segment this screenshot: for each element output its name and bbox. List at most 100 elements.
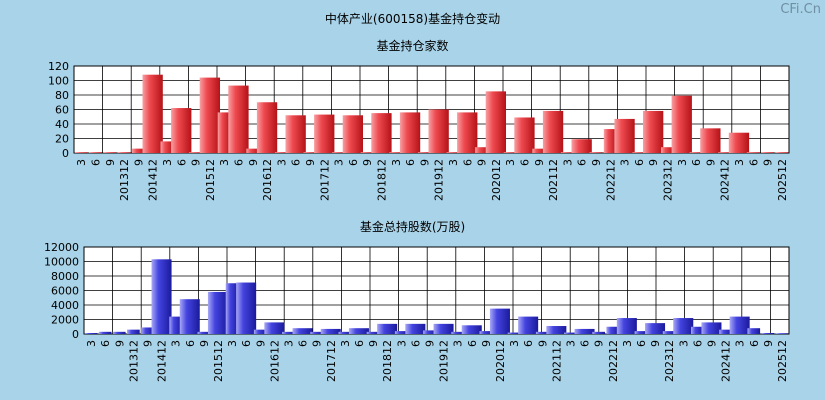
total-shares-y-tick-label: 10000 <box>44 256 79 269</box>
fund-count-bar <box>199 77 221 153</box>
fund-count-x-tick-label: 9 <box>590 159 603 166</box>
total-shares-x-tick-label: 3 <box>564 340 577 347</box>
total-shares-bar <box>719 329 732 334</box>
total-shares-x-tick-label: 201812 <box>381 340 394 382</box>
fund-count-y-tick-label: 40 <box>55 118 69 131</box>
total-shares-bar <box>394 331 408 334</box>
total-shares-x-tick-label: 3 <box>452 340 465 347</box>
fund-count-y-tick-label: 100 <box>48 75 69 88</box>
total-shares-bar <box>729 316 750 334</box>
fund-count-x-tick-label: 201912 <box>433 159 446 201</box>
total-shares-bar <box>535 331 549 334</box>
total-shares-bar <box>141 327 154 334</box>
total-shares-bar <box>169 316 182 334</box>
fund-count-bar <box>360 152 374 153</box>
fund-count-x-tick-label: 6 <box>690 159 703 166</box>
fund-count-bar <box>761 152 774 153</box>
total-shares-x-tick-label: 9 <box>254 340 267 347</box>
fund-count-y-tick-label: 20 <box>55 133 69 146</box>
fund-count-bar <box>303 152 317 153</box>
fund-count-x-tick-label: 202112 <box>547 159 560 201</box>
total-shares-bar <box>405 323 426 334</box>
total-shares-x-tick-label: 201912 <box>438 340 451 382</box>
fund-count-bar <box>532 148 546 153</box>
fund-count-bar <box>89 152 102 153</box>
fund-count-x-tick-label: 9 <box>132 159 145 166</box>
total-shares-x-tick-label: 9 <box>649 340 662 347</box>
fund-count-x-tick-label: 9 <box>361 159 374 166</box>
total-shares-y-tick-label: 4000 <box>51 299 79 312</box>
fund-count-x-tick-label: 201312 <box>118 159 131 201</box>
total-shares-x-tick-label: 202212 <box>607 340 620 382</box>
total-shares-x-tick-label: 6 <box>409 340 422 347</box>
fund-count-bar <box>542 110 564 153</box>
fund-count-x-tick-label: 6 <box>404 159 417 166</box>
total-shares-x-tick-label: 3 <box>508 340 521 347</box>
fund-count-x-tick-label: 9 <box>190 159 203 166</box>
fund-count-x-tick-label: 3 <box>504 159 517 166</box>
fund-count-x-tick-label: 201412 <box>147 159 160 201</box>
fund-count-bar <box>285 115 306 153</box>
total-shares-x-tick-label: 201312 <box>127 340 140 382</box>
total-shares-x-tick-label: 6 <box>353 340 366 347</box>
total-shares-bar <box>225 283 239 334</box>
total-shares-x-tick-label: 202312 <box>663 340 676 382</box>
total-shares-bar <box>691 326 704 334</box>
fund-count-bar <box>603 129 617 153</box>
total-shares-x-tick-label: 6 <box>297 340 310 347</box>
total-shares-bar <box>377 323 398 334</box>
fund-count-bar <box>389 152 403 153</box>
fund-count-x-tick-label: 6 <box>89 159 102 166</box>
fund-count-x-tick-label: 9 <box>418 159 431 166</box>
total-shares-x-tick-label: 202512 <box>776 340 789 382</box>
fund-count-bar <box>256 102 278 153</box>
fund-count-bar <box>399 112 421 153</box>
fund-count-bar <box>446 152 460 153</box>
fund-count-bar <box>117 152 131 153</box>
total-shares-x-tick-label: 9 <box>141 340 154 347</box>
fund-count-bar <box>189 152 202 153</box>
total-shares-bar <box>207 291 228 334</box>
total-shares-bar <box>236 282 257 334</box>
fund-count-x-tick-label: 6 <box>461 159 474 166</box>
fund-count-bar <box>632 152 646 153</box>
total-shares-bar <box>775 333 789 334</box>
total-shares-bar <box>616 318 637 334</box>
total-shares-x-tick-label: 6 <box>635 340 648 347</box>
fund-count-bar <box>671 95 692 153</box>
total-shares-x-tick-label: 9 <box>480 340 493 347</box>
total-shares-x-tick-label: 3 <box>226 340 239 347</box>
fund-count-x-tick-label: 9 <box>647 159 660 166</box>
total-shares-bar <box>338 331 352 334</box>
total-shares-bar <box>423 330 436 334</box>
fund-count-bar <box>718 152 732 153</box>
total-shares-x-tick-label: 9 <box>367 340 380 347</box>
page-title: 中体产业(600158)基金持仓变动 <box>324 12 501 26</box>
chart-title-fund-count: 基金持仓家数 <box>376 39 449 53</box>
fund-count-bar <box>560 152 574 153</box>
total-shares-x-tick-label: 9 <box>536 340 549 347</box>
total-shares-bar <box>127 329 140 334</box>
fund-count-bar <box>485 91 507 153</box>
fund-count-x-tick-label: 202312 <box>661 159 674 201</box>
fund-count-x-tick-label: 3 <box>676 159 689 166</box>
fund-count-bar <box>371 113 392 153</box>
total-shares-x-tick-label: 6 <box>579 340 592 347</box>
total-shares-x-tick-label: 9 <box>113 340 126 347</box>
fund-count-x-tick-label: 3 <box>275 159 288 166</box>
fund-count-bar <box>74 152 88 153</box>
fund-count-bar <box>417 152 431 153</box>
total-shares-bar <box>282 331 295 334</box>
fund-count-x-tick-label: 3 <box>561 159 574 166</box>
total-shares-x-tick-label: 6 <box>691 340 704 347</box>
total-shares-bar <box>574 328 595 334</box>
fund-count-y-tick-label: 80 <box>55 89 69 102</box>
fund-count-bar <box>728 132 750 153</box>
fund-count-x-tick-label: 9 <box>533 159 546 166</box>
fund-count-bar <box>246 148 260 153</box>
total-shares-bar <box>606 326 620 334</box>
fund-count-y-tick-label: 60 <box>55 104 69 117</box>
total-shares-y-tick-label: 12000 <box>44 241 79 254</box>
fund-count-x-tick-label: 6 <box>747 159 760 166</box>
